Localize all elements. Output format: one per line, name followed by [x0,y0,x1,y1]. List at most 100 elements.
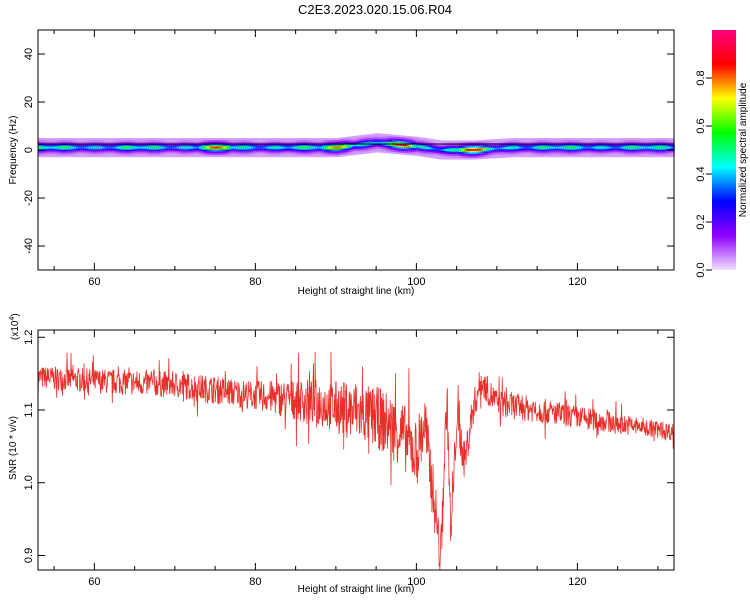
spectral-cell [255,146,258,149]
spectral-cell [671,146,675,149]
spectral-cell [126,146,130,149]
spectral-cell [319,146,323,149]
spectral-cell [241,146,244,149]
spectral-cell [571,146,574,149]
spectral-cell [190,146,194,149]
spectral-cell [329,146,333,149]
spectral-cell [440,149,444,151]
spectral-cell [406,144,409,147]
spectral-cell [96,146,99,149]
spectral-cell [510,146,514,149]
spectral-cell [70,146,73,149]
spectral-cell [309,146,313,149]
spectral-cell [229,146,232,149]
spectral-cell [347,145,351,148]
spectral-cell [412,145,415,147]
spectral-cell [444,149,448,151]
spectral-cell [166,146,170,149]
snr-frame [37,329,675,571]
spectral-cell [315,146,319,149]
spectral-cell [186,146,190,149]
spectral-cell [50,146,53,149]
spectral-cell [617,146,621,149]
page-title: C2E3.2023.020.15.06.R04 [298,2,452,17]
spectral-cell [128,146,132,149]
colorbar-gradient [712,30,736,270]
spectral-cell [124,146,128,149]
spectral-cell [164,146,168,149]
spectral-cell [98,146,101,149]
spectral-cell [567,146,570,149]
spectral-cell [519,146,522,149]
spectral-cell [42,146,45,149]
spectral-cell [651,146,655,149]
spectral-cell [446,149,450,151]
spectral-cell [456,149,460,151]
spectral-cell [148,146,152,149]
spectral-cell [209,146,212,149]
spectrogram-y-axis-label: Frequency (Hz) [8,116,19,185]
spectral-cell [426,146,430,149]
spectral-cell [607,146,611,149]
spectral-cell [231,146,234,149]
spectral-cell [502,147,506,150]
colorbar-ticks: 0.0 0.2 0.4 0.6 0.8 [695,70,712,278]
spectral-cell [442,149,446,151]
spectral-cell [396,143,399,146]
spectral-cell [92,146,95,149]
spectral-cell [486,148,490,151]
spectral-cell [665,146,669,149]
spectral-cell [114,146,118,149]
spectral-cell [478,148,482,151]
spectral-cell [633,146,637,149]
spectral-cell [225,146,228,149]
spectral-cell [351,144,355,147]
spectral-cell [337,146,341,149]
spectral-cell [283,146,287,149]
spectral-cell [221,146,224,149]
spectral-cell [349,144,353,147]
spectral-cell [472,149,476,151]
spectral-cell [637,146,641,149]
spectral-cell [341,145,345,148]
spectral-cell [541,146,544,149]
spectral-cell [643,146,647,149]
colorbar-tick-label: 0.0 [695,262,707,277]
spectral-cell [577,146,581,149]
spectral-cell [130,146,134,149]
spectral-cell [279,146,283,149]
colorbar: 0.0 0.2 0.4 0.6 0.8 Normalized spectral ampl… [695,30,749,278]
spectral-cell [356,144,359,147]
spectral-cell [500,147,504,150]
spectral-cell [295,146,299,149]
spectral-cell [430,147,434,150]
spectral-cell [235,146,238,149]
spectral-cell [263,146,267,149]
colorbar-label: Normalized spectral amplitude [738,82,749,217]
spectral-cell [323,146,327,149]
spectral-cell [358,144,361,146]
spectral-cell [303,146,307,149]
spectral-cell [482,148,486,151]
spectral-cell [40,146,43,149]
spectral-cell [595,146,599,149]
spectral-cell [239,146,242,149]
spectral-cell [448,149,452,151]
spectrogram-y-tick-label: -20 [23,190,35,206]
spectral-cell [601,146,605,149]
spectral-cell [627,146,631,149]
spectral-cell [452,149,456,151]
spectral-cell [418,145,422,148]
spectral-cell [517,146,520,149]
spectral-cell [64,146,67,149]
spectral-cell [563,146,566,149]
spectral-cell [293,146,297,149]
spectral-cell [587,146,591,149]
spectral-cell [197,146,200,149]
spectral-cell [82,146,85,149]
spectral-cell [291,146,295,149]
spectral-cell [162,146,166,149]
colorbar-tick-label: 0.4 [695,166,707,181]
spectral-cell [623,146,627,149]
spectral-cell [311,146,315,149]
